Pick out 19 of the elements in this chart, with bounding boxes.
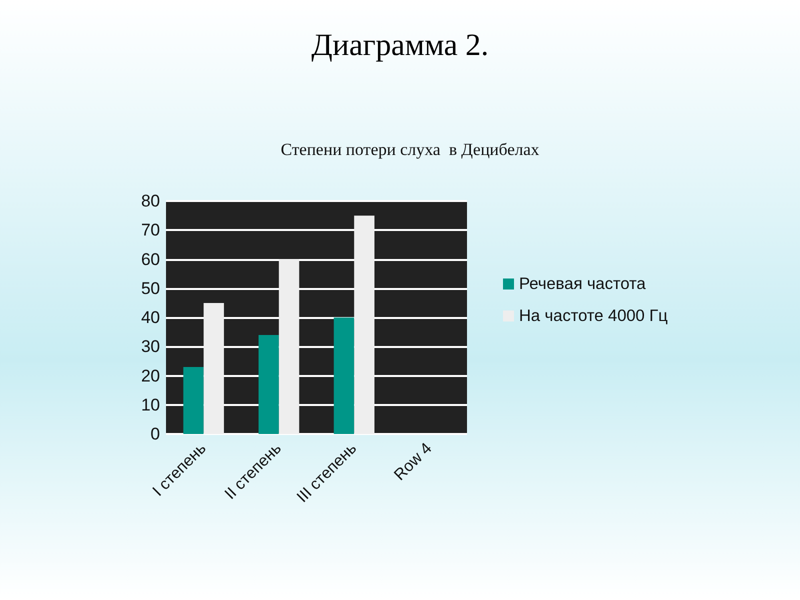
bar xyxy=(354,216,374,434)
bar xyxy=(258,334,279,434)
y-tick-label: 70 xyxy=(141,220,160,240)
bar xyxy=(204,302,224,434)
chart-title: Диаграмма 2. xyxy=(311,27,489,62)
chart-subtitle: Степени потери слуха в Децибелах xyxy=(280,140,540,159)
bar xyxy=(334,318,354,434)
y-tick-label: 30 xyxy=(141,337,160,356)
bar xyxy=(278,259,300,434)
y-tick-label: 60 xyxy=(141,250,160,269)
legend-label: Речевая частота xyxy=(519,275,647,293)
legend-label: На частоте 4000 Гц xyxy=(519,307,668,325)
bar xyxy=(183,367,204,434)
y-tick-label: 10 xyxy=(141,395,160,414)
y-tick-label: 20 xyxy=(141,366,160,386)
y-tick-label: 0 xyxy=(150,424,160,444)
y-tick-label: 40 xyxy=(141,308,160,327)
y-tick-label: 50 xyxy=(141,278,160,298)
y-tick-label: 80 xyxy=(141,192,160,210)
